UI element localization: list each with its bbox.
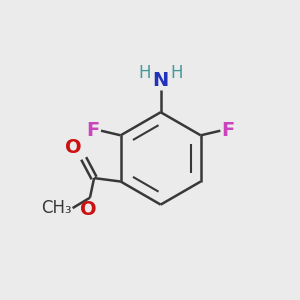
Text: O: O [65, 138, 81, 157]
Text: F: F [87, 121, 100, 140]
Text: O: O [80, 200, 97, 219]
Text: CH₃: CH₃ [41, 199, 71, 217]
Text: F: F [221, 121, 235, 140]
Text: H: H [139, 64, 151, 82]
Text: H: H [170, 64, 183, 82]
Text: N: N [153, 70, 169, 90]
